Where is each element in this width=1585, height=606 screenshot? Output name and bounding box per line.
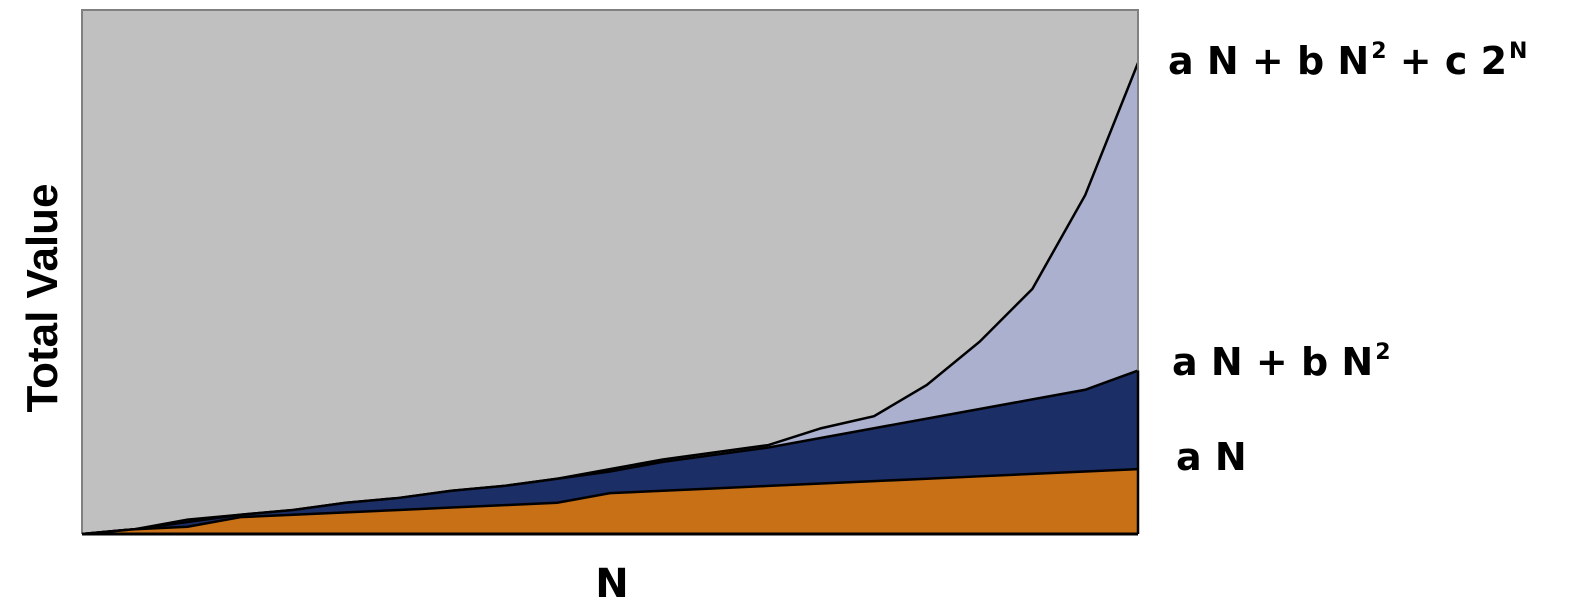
x-axis-label: N xyxy=(595,561,628,606)
label-quadratic-series: a N + b N2 xyxy=(1172,340,1391,384)
series-area-1 xyxy=(82,469,1138,534)
series-line-1 xyxy=(81,467,1139,536)
label-full-series: a N + b N2 + c 2N xyxy=(1168,39,1528,83)
y-axis-label: Total Value xyxy=(18,183,67,412)
plot-area xyxy=(81,9,1140,536)
label-linear-series: a N xyxy=(1176,435,1247,479)
plot-frame xyxy=(81,9,1139,534)
series-line-2 xyxy=(81,369,1139,536)
